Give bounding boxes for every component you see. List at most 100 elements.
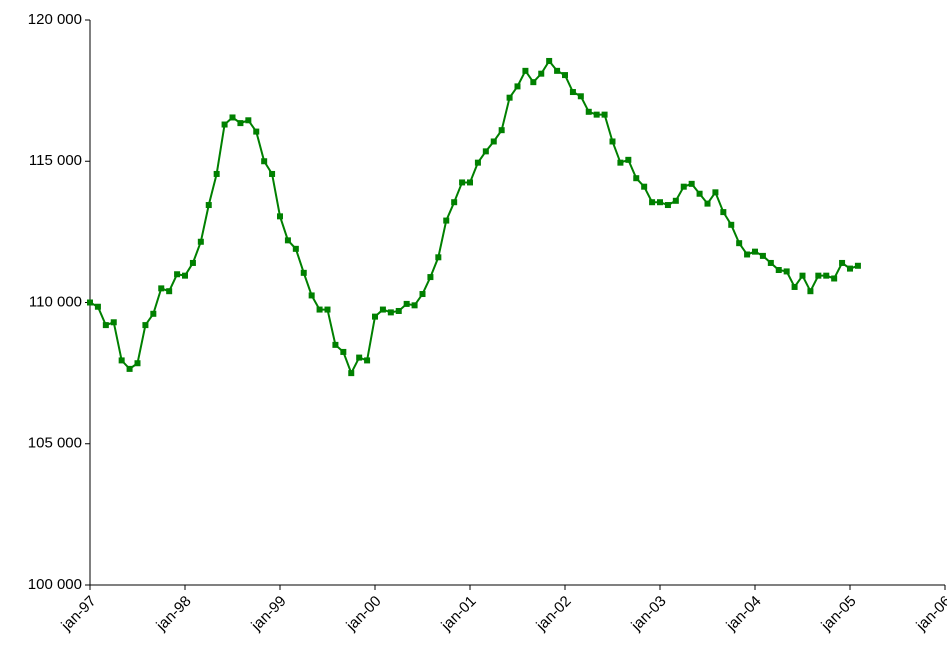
x-tick-label: jan-97: [57, 593, 99, 635]
data-point: [474, 159, 481, 166]
x-tick-label: jan-02: [532, 593, 574, 635]
data-point: [625, 156, 632, 163]
data-point: [482, 148, 489, 155]
data-point: [736, 240, 743, 247]
data-point: [530, 79, 537, 86]
data-point: [839, 259, 846, 266]
data-point: [443, 217, 450, 224]
data-point: [554, 67, 561, 74]
data-point: [102, 322, 109, 329]
data-point: [221, 121, 228, 128]
data-point: [213, 170, 220, 177]
data-point: [379, 306, 386, 313]
data-point: [467, 179, 473, 186]
y-tick-label: 115 000: [29, 152, 82, 169]
data-point: [324, 306, 331, 313]
data-point: [728, 221, 735, 228]
data-point: [767, 259, 774, 266]
data-point: [704, 200, 711, 207]
data-point: [744, 251, 751, 258]
data-point: [245, 117, 252, 124]
data-point: [791, 283, 798, 290]
data-point: [688, 180, 695, 187]
data-point: [308, 292, 315, 299]
y-tick-label: 100 000: [28, 576, 82, 593]
data-point: [783, 268, 790, 275]
data-point: [427, 274, 434, 281]
data-point: [854, 262, 861, 269]
data-point: [752, 248, 758, 255]
data-point: [514, 83, 521, 90]
data-point: [672, 197, 679, 204]
data-point: [332, 341, 339, 348]
x-tick-label: jan-99: [247, 593, 289, 635]
data-line: [89, 59, 859, 376]
data-point: [158, 285, 165, 292]
data-point: [87, 299, 93, 306]
data-point: [387, 309, 394, 316]
data-point: [831, 275, 838, 282]
data-point: [372, 313, 378, 320]
data-point: [253, 128, 260, 135]
data-point: [823, 272, 830, 279]
data-point: [364, 357, 371, 364]
data-point: [601, 111, 608, 118]
x-tick-label: jan-00: [342, 593, 384, 635]
x-tick-label: jan-04: [722, 593, 764, 635]
data-point: [395, 307, 402, 314]
data-point: [110, 319, 117, 326]
data-point: [229, 114, 236, 121]
data-point: [316, 306, 323, 313]
data-point: [134, 360, 141, 367]
data-point: [118, 357, 125, 364]
data-point: [696, 190, 703, 197]
x-tick-label: jan-01: [437, 593, 479, 635]
data-point: [759, 252, 766, 259]
data-point: [340, 348, 347, 355]
data-point: [277, 213, 283, 220]
data-point: [269, 170, 276, 177]
data-point: [284, 237, 291, 244]
data-point: [569, 89, 576, 96]
y-tick-label: 110 000: [29, 293, 82, 310]
data-point: [562, 72, 568, 79]
data-point: [498, 127, 505, 134]
data-point: [538, 70, 545, 77]
data-point: [174, 271, 181, 278]
data-point: [182, 272, 188, 279]
data-point: [641, 183, 648, 190]
data-point: [680, 183, 687, 190]
data-point: [292, 245, 299, 252]
data-point: [657, 199, 663, 206]
data-point: [712, 189, 719, 196]
y-tick-label: 105 000: [28, 435, 82, 452]
data-point: [94, 303, 101, 310]
data-point: [649, 199, 656, 206]
data-point: [451, 199, 458, 206]
x-tick-label: jan-98: [152, 593, 194, 635]
data-point: [142, 322, 149, 329]
data-point: [189, 259, 196, 266]
data-point: [348, 370, 355, 377]
y-tick-label: 120 000: [28, 11, 82, 28]
data-point: [411, 302, 418, 309]
data-point: [490, 138, 497, 145]
data-point: [593, 111, 600, 118]
data-point: [435, 254, 442, 261]
data-point: [720, 209, 727, 216]
data-point: [847, 265, 853, 272]
data-point: [166, 288, 173, 295]
data-point: [459, 179, 466, 186]
x-tick-label: jan-05: [817, 593, 859, 635]
data-point: [609, 138, 616, 145]
data-point: [403, 300, 410, 307]
x-tick-label: jan-03: [627, 593, 669, 635]
data-point: [237, 120, 244, 127]
data-point: [197, 238, 204, 245]
data-point: [419, 291, 426, 298]
data-point: [617, 159, 624, 166]
data-point: [815, 272, 822, 279]
data-point: [506, 94, 513, 101]
data-point: [633, 175, 640, 182]
